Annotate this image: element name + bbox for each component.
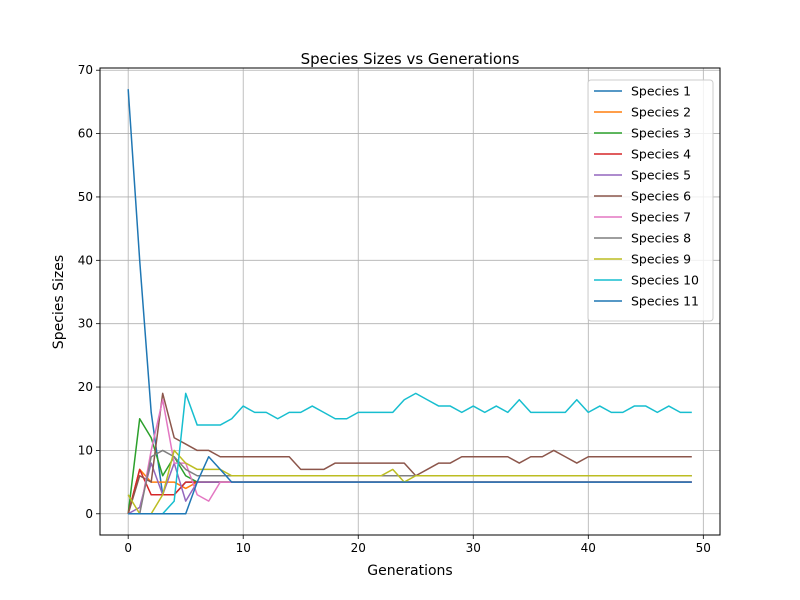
x-tick-label: 40 <box>581 541 596 555</box>
x-axis-title: Generations <box>367 563 452 579</box>
series-line-species-11 <box>128 455 692 515</box>
legend-label: Species 4 <box>631 147 691 162</box>
y-tick-label: 20 <box>78 380 93 394</box>
legend-label: Species 2 <box>631 105 691 120</box>
y-axis-ticks: 0 10 20 30 40 50 60 70 <box>78 63 100 521</box>
y-axis-title: Species Sizes <box>51 255 67 349</box>
x-tick-label: 0 <box>124 541 132 555</box>
x-tick-label: 20 <box>351 541 366 555</box>
x-tick-label: 30 <box>466 541 481 555</box>
chart-title: Species Sizes vs Generations <box>301 50 520 68</box>
plot-frame <box>99 67 721 536</box>
y-tick-label: 50 <box>78 190 93 204</box>
series-lines <box>127 89 692 515</box>
y-tick-label: 40 <box>78 253 93 267</box>
y-tick-label: 30 <box>78 317 93 331</box>
x-axis-ticks: 0 10 20 30 40 50 <box>124 535 711 555</box>
legend-label: Species 8 <box>631 231 691 246</box>
legend-label: Species 11 <box>631 294 699 309</box>
legend-label: Species 7 <box>631 210 691 225</box>
legend-label: Species 10 <box>631 273 699 288</box>
legend-frame <box>587 79 714 322</box>
legend-label: Species 9 <box>631 252 691 267</box>
legend-label: Species 6 <box>631 189 691 204</box>
legend-label: Species 3 <box>631 126 691 141</box>
legend: Species 1 Species 2 Species 3 Species 4 Spec… <box>587 79 714 322</box>
legend-label: Species 5 <box>631 168 691 183</box>
x-tick-label: 50 <box>696 541 711 555</box>
x-tick-label: 10 <box>236 541 251 555</box>
legend-label: Species 1 <box>631 84 691 99</box>
y-tick-label: 0 <box>85 507 93 521</box>
y-tick-label: 60 <box>78 127 93 141</box>
series-line-species-6 <box>127 392 692 514</box>
series-line-species-10 <box>128 392 692 515</box>
y-tick-label: 10 <box>78 443 93 457</box>
y-tick-label: 70 <box>78 63 93 77</box>
